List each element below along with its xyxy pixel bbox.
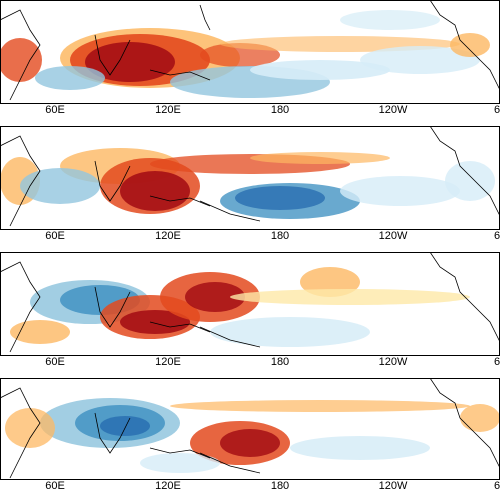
tick-label: 6 xyxy=(493,480,500,492)
tick-label: 120E xyxy=(155,104,181,116)
coastlines xyxy=(0,0,500,101)
tick-label: 6 xyxy=(493,356,500,368)
tick-label: 180 xyxy=(270,230,290,242)
tick-label: 180 xyxy=(270,480,290,492)
anomaly-field xyxy=(5,398,500,473)
tick-label: 180 xyxy=(270,104,290,116)
coastlines xyxy=(0,126,500,227)
x-axis-ticks-1: 60E 120E 180 120W 6 xyxy=(0,104,500,124)
anomaly-map-2 xyxy=(0,126,500,230)
tick-label: 60E xyxy=(45,104,65,116)
anomaly-field xyxy=(0,148,495,219)
tick-label: 60E xyxy=(45,356,65,368)
x-axis-ticks-3: 60E 120E 180 120W 6 xyxy=(0,356,500,376)
tick-label: 120W xyxy=(378,104,408,116)
anomaly-map-1 xyxy=(0,0,500,104)
coastlines xyxy=(0,252,500,353)
map-panel-3: 60E 120E 180 120W 6 xyxy=(0,252,500,378)
map-panel-4: 60E 120E 180 120W 6 xyxy=(0,378,500,500)
anomaly-field xyxy=(10,267,470,347)
tick-label: 6 xyxy=(493,104,500,116)
tick-label: 120W xyxy=(378,480,408,492)
tick-label: 120E xyxy=(155,230,181,242)
coastlines xyxy=(0,378,500,479)
anomaly-map-4 xyxy=(0,378,500,480)
anomaly-map-3 xyxy=(0,252,500,356)
tick-label: 180 xyxy=(270,356,290,368)
map-panel-1: 60E 120E 180 120W 6 xyxy=(0,0,500,126)
tick-label: 120W xyxy=(378,230,408,242)
tick-label: 120W xyxy=(378,356,408,368)
tick-label: 60E xyxy=(45,230,65,242)
x-axis-ticks-4: 60E 120E 180 120W 6 xyxy=(0,480,500,500)
x-axis-ticks-2: 60E 120E 180 120W 6 xyxy=(0,230,500,250)
map-panel-2: 60E 120E 180 120W 6 xyxy=(0,126,500,252)
tick-label: 120E xyxy=(155,480,181,492)
tick-label: 60E xyxy=(45,480,65,492)
tick-label: 120E xyxy=(155,356,181,368)
tick-label: 6 xyxy=(493,230,500,242)
anomaly-field xyxy=(0,10,490,98)
